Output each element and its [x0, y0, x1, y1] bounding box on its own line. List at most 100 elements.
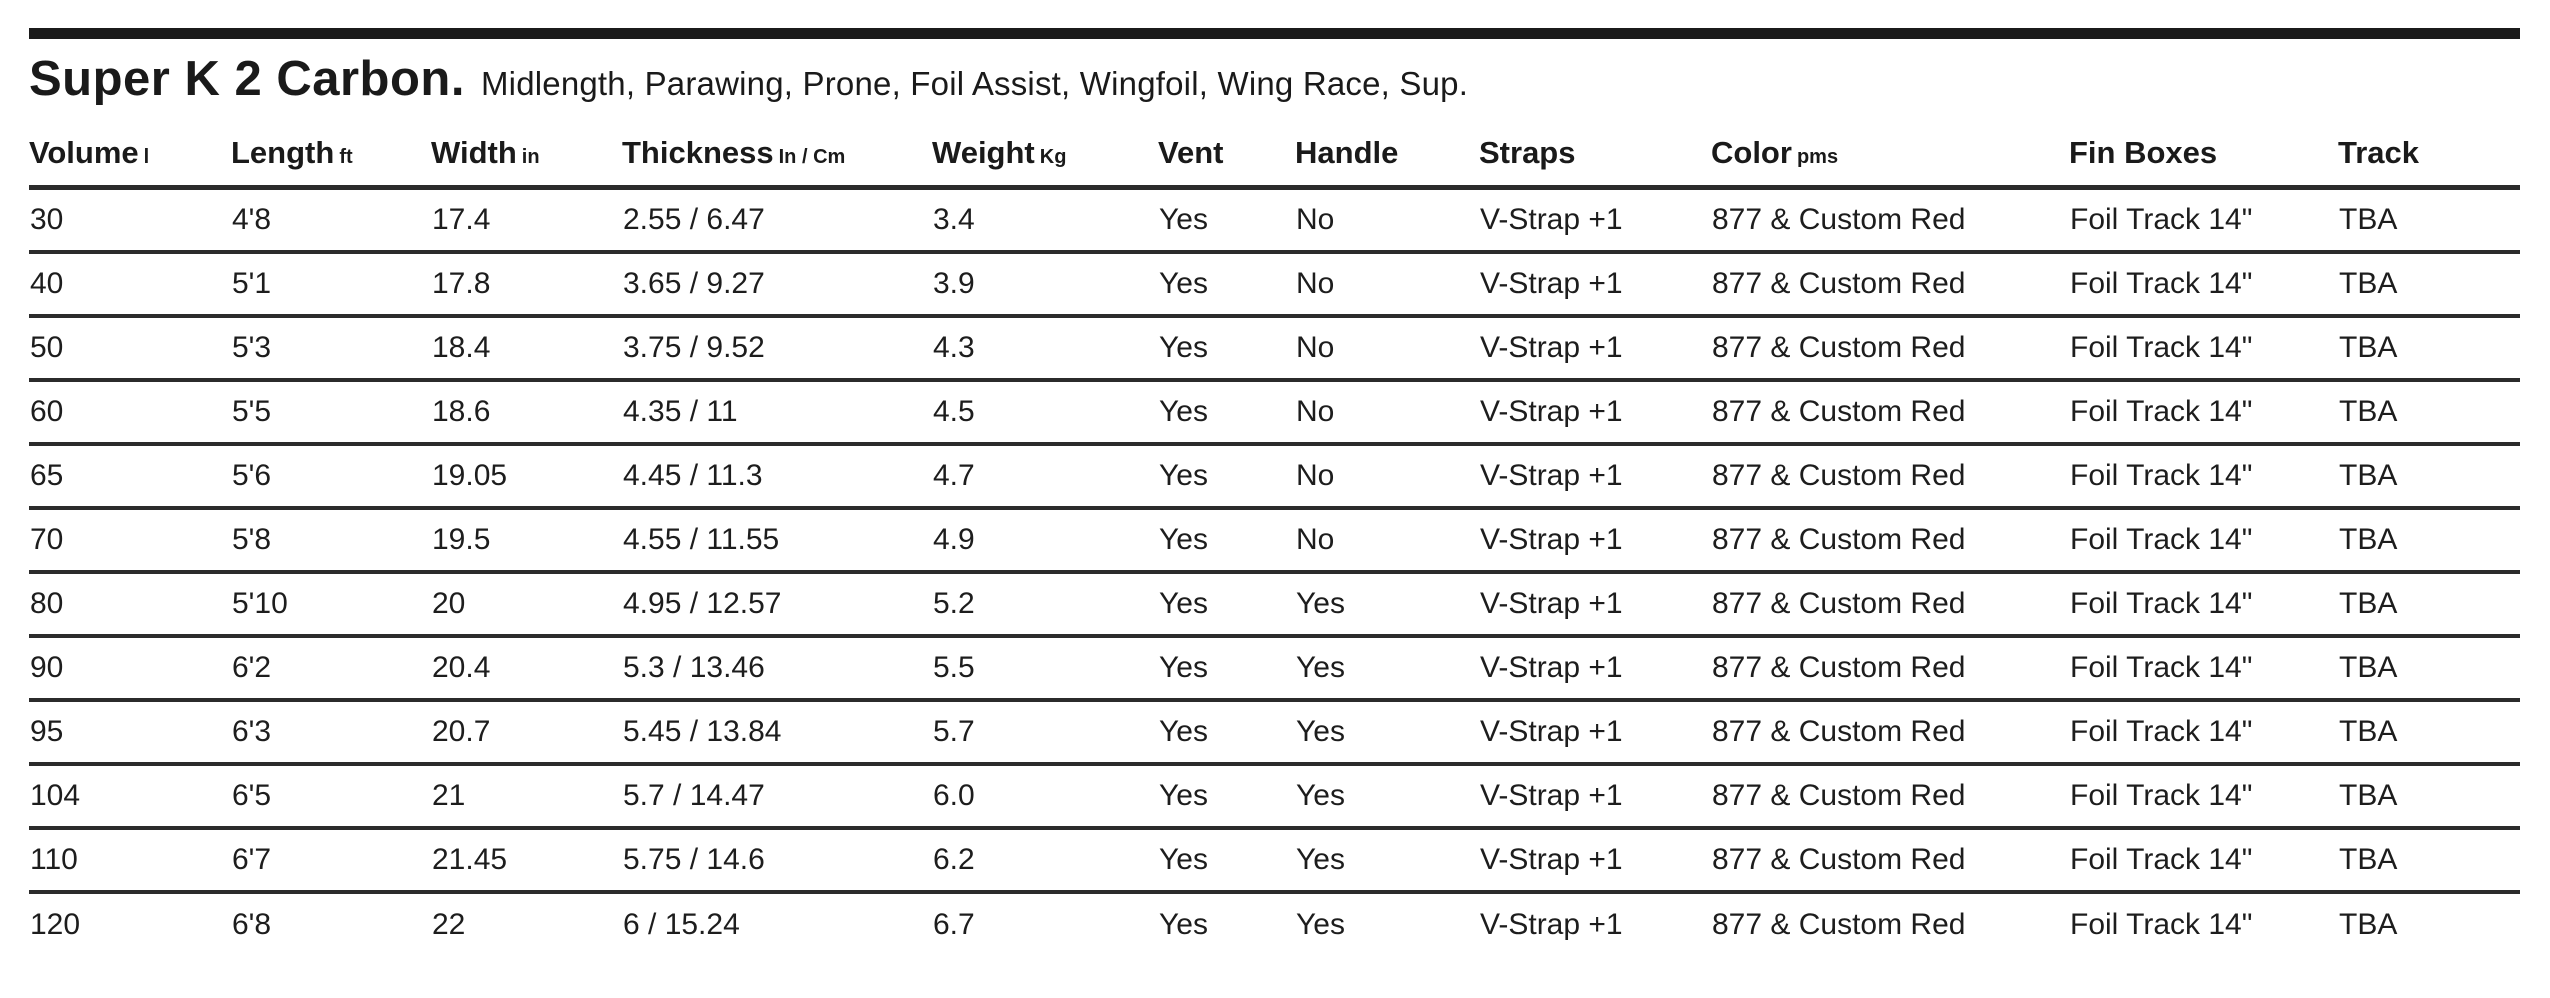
cell-length: 5'10 — [232, 586, 288, 620]
cell-color: 877 & Custom Red — [1712, 650, 1966, 684]
table-row: 65 5'6 19.05 4.45 / 11.3 4.7 Yes No V-Strap +1 8… — [29, 444, 2520, 508]
cell-fin_boxes: Foil Track 14" — [2070, 714, 2253, 748]
cell-straps: V-Strap +1 — [1480, 842, 1623, 876]
column-label: Vent — [1158, 135, 1224, 170]
cell-straps: V-Strap +1 — [1480, 522, 1623, 556]
spec-table-header: Volume l Length ft Width in Thickness In / Cm We… — [29, 109, 2520, 188]
page-subtitle: Midlength, Parawing, Prone, Foil Assist,… — [480, 65, 1469, 102]
cell-width: 18.4 — [432, 330, 491, 364]
cell-volume: 110 — [30, 842, 78, 876]
cell-fin_boxes: Foil Track 14" — [2070, 907, 2253, 941]
column-header-length: Length ft — [231, 109, 431, 188]
cell-thickness: 3.75 / 9.52 — [623, 330, 765, 364]
column-header-width: Width in — [431, 109, 622, 188]
cell-fin_boxes: Foil Track 14" — [2070, 202, 2253, 236]
cell-vent: Yes — [1159, 714, 1208, 748]
title-line: Super K 2 Carbon. Midlength, Parawing, Pr… — [29, 49, 2520, 109]
cell-thickness: 5.3 / 13.46 — [623, 650, 765, 684]
cell-thickness: 4.55 / 11.55 — [623, 522, 780, 556]
cell-length: 5'1 — [232, 266, 272, 300]
table-row: 70 5'8 19.5 4.55 / 11.55 4.9 Yes No V-Strap +1 8… — [29, 508, 2520, 572]
column-header-volume: Volume l — [29, 109, 231, 188]
column-header-fin_boxes: Fin Boxes — [2069, 109, 2338, 188]
cell-volume: 104 — [30, 778, 81, 812]
cell-length: 6'2 — [232, 650, 272, 684]
cell-volume: 30 — [30, 202, 64, 236]
cell-straps: V-Strap +1 — [1480, 714, 1623, 748]
cell-volume: 50 — [30, 330, 64, 364]
cell-width: 20 — [432, 586, 466, 620]
spec-table: Volume l Length ft Width in Thickness In / Cm We… — [29, 109, 2520, 956]
cell-thickness: 5.7 / 14.47 — [623, 778, 765, 812]
cell-track: TBA — [2339, 650, 2398, 684]
cell-color: 877 & Custom Red — [1712, 202, 1966, 236]
cell-width: 21.45 — [432, 842, 508, 876]
column-label: Fin Boxes — [2069, 135, 2218, 170]
cell-width: 19.5 — [432, 522, 491, 556]
cell-length: 5'6 — [232, 458, 272, 492]
cell-thickness: 4.45 / 11.3 — [623, 458, 763, 492]
cell-thickness: 2.55 / 6.47 — [623, 202, 765, 236]
cell-straps: V-Strap +1 — [1480, 650, 1623, 684]
cell-track: TBA — [2339, 202, 2398, 236]
cell-handle: Yes — [1296, 778, 1345, 812]
table-row: 120 6'8 22 6 / 15.24 6.7 Yes Yes V-Strap +1 877 … — [29, 892, 2520, 956]
cell-track: TBA — [2339, 394, 2398, 428]
cell-track: TBA — [2339, 266, 2398, 300]
cell-weight: 3.4 — [933, 202, 975, 236]
cell-width: 22 — [432, 907, 466, 941]
cell-track: TBA — [2339, 714, 2398, 748]
cell-volume: 60 — [30, 394, 64, 428]
cell-color: 877 & Custom Red — [1712, 266, 1966, 300]
cell-length: 6'7 — [232, 842, 272, 876]
cell-length: 5'3 — [232, 330, 272, 364]
cell-width: 19.05 — [432, 458, 508, 492]
cell-color: 877 & Custom Red — [1712, 330, 1966, 364]
table-row: 90 6'2 20.4 5.3 / 13.46 5.5 Yes Yes V-Strap +1 8… — [29, 636, 2520, 700]
cell-track: TBA — [2339, 907, 2398, 941]
cell-thickness: 4.95 / 12.57 — [623, 586, 782, 620]
cell-straps: V-Strap +1 — [1480, 586, 1623, 620]
column-header-straps: Straps — [1479, 109, 1711, 188]
column-unit: pms — [1796, 146, 1839, 168]
column-header-track: Track — [2338, 109, 2520, 188]
column-header-color: Color pms — [1711, 109, 2069, 188]
cell-color: 877 & Custom Red — [1712, 842, 1966, 876]
cell-straps: V-Strap +1 — [1480, 394, 1623, 428]
cell-fin_boxes: Foil Track 14" — [2070, 842, 2253, 876]
cell-vent: Yes — [1159, 778, 1208, 812]
table-row: 40 5'1 17.8 3.65 / 9.27 3.9 Yes No V-Strap +1 87… — [29, 252, 2520, 316]
cell-fin_boxes: Foil Track 14" — [2070, 266, 2253, 300]
cell-fin_boxes: Foil Track 14" — [2070, 586, 2253, 620]
table-row: 60 5'5 18.6 4.35 / 11 4.5 Yes No V-Strap +1 877 … — [29, 380, 2520, 444]
cell-handle: Yes — [1296, 650, 1345, 684]
cell-weight: 6.0 — [933, 778, 975, 812]
cell-volume: 95 — [30, 714, 64, 748]
cell-volume: 65 — [30, 458, 64, 492]
table-row: 80 5'10 20 4.95 / 12.57 5.2 Yes Yes V-Strap +1 8… — [29, 572, 2520, 636]
cell-length: 6'8 — [232, 907, 272, 941]
column-label: Weight — [932, 135, 1035, 170]
table-row: 30 4'8 17.4 2.55 / 6.47 3.4 Yes No V-Strap +1 87… — [29, 188, 2520, 252]
column-header-vent: Vent — [1158, 109, 1295, 188]
page-title: Super K 2 Carbon. — [29, 52, 465, 106]
column-label: Volume — [29, 135, 139, 170]
cell-weight: 4.9 — [933, 522, 975, 556]
cell-weight: 5.5 — [933, 650, 975, 684]
cell-track: TBA — [2339, 778, 2398, 812]
cell-width: 18.6 — [432, 394, 491, 428]
cell-straps: V-Strap +1 — [1480, 266, 1623, 300]
cell-color: 877 & Custom Red — [1712, 394, 1966, 428]
column-label: Handle — [1295, 135, 1399, 170]
table-row: 110 6'7 21.45 5.75 / 14.6 6.2 Yes Yes V-Strap +… — [29, 828, 2520, 892]
cell-handle: No — [1296, 394, 1335, 428]
cell-thickness: 3.65 / 9.27 — [623, 266, 765, 300]
column-header-weight: Weight Kg — [932, 109, 1158, 188]
cell-handle: No — [1296, 330, 1335, 364]
cell-vent: Yes — [1159, 650, 1208, 684]
cell-width: 20.4 — [432, 650, 491, 684]
header-row: Volume l Length ft Width in Thickness In / Cm We… — [29, 109, 2520, 188]
cell-straps: V-Strap +1 — [1480, 458, 1623, 492]
cell-width: 17.8 — [432, 266, 491, 300]
cell-vent: Yes — [1159, 202, 1208, 236]
